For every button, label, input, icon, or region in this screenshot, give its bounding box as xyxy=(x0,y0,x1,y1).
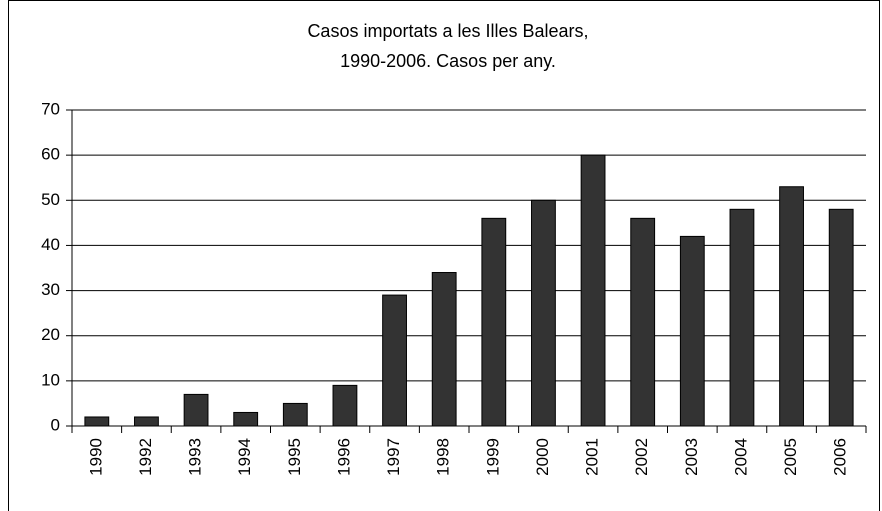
chart-title: 1990-2006. Casos per any. xyxy=(340,51,556,71)
bar xyxy=(233,411,259,427)
bar xyxy=(183,393,209,427)
x-tick-label: 2003 xyxy=(682,438,701,476)
bar xyxy=(630,217,656,427)
x-tick-label: 1992 xyxy=(136,438,155,476)
y-tick-label: 20 xyxy=(41,325,60,344)
x-tick-label: 1990 xyxy=(86,438,105,476)
bar xyxy=(134,416,159,427)
x-tick-label: 2004 xyxy=(731,438,750,476)
x-tick-label: 2000 xyxy=(533,438,552,476)
x-tick-label: 2002 xyxy=(632,438,651,476)
bar xyxy=(332,384,358,427)
bar xyxy=(531,199,556,427)
x-tick-label: 2006 xyxy=(831,438,850,476)
bar xyxy=(282,402,308,427)
x-tick-label: 1995 xyxy=(285,438,304,476)
bar xyxy=(431,272,457,427)
y-tick-label: 10 xyxy=(41,370,60,389)
bar xyxy=(84,416,110,427)
y-tick-label: 30 xyxy=(41,280,60,299)
x-tick-label: 1996 xyxy=(334,438,353,476)
x-tick-label: 1998 xyxy=(434,438,453,476)
chart-title: Casos importats a les Illes Balears, xyxy=(307,21,588,41)
y-tick-label: 50 xyxy=(41,190,60,209)
x-tick-label: 2005 xyxy=(781,438,800,476)
y-tick-label: 60 xyxy=(41,145,60,164)
bar xyxy=(481,217,507,427)
y-tick-label: 0 xyxy=(51,415,60,434)
x-tick-label: 1993 xyxy=(186,438,205,476)
bar xyxy=(679,235,705,427)
bar xyxy=(382,294,407,427)
x-tick-label: 1994 xyxy=(235,438,254,476)
bar xyxy=(580,154,606,427)
y-tick-label: 40 xyxy=(41,235,60,254)
bar xyxy=(729,208,755,427)
x-tick-label: 1997 xyxy=(384,438,403,476)
bar xyxy=(779,186,804,427)
x-tick-label: 1999 xyxy=(483,438,502,476)
x-tick-label: 2001 xyxy=(583,438,602,476)
y-tick-label: 70 xyxy=(41,99,60,118)
bar xyxy=(828,208,854,427)
